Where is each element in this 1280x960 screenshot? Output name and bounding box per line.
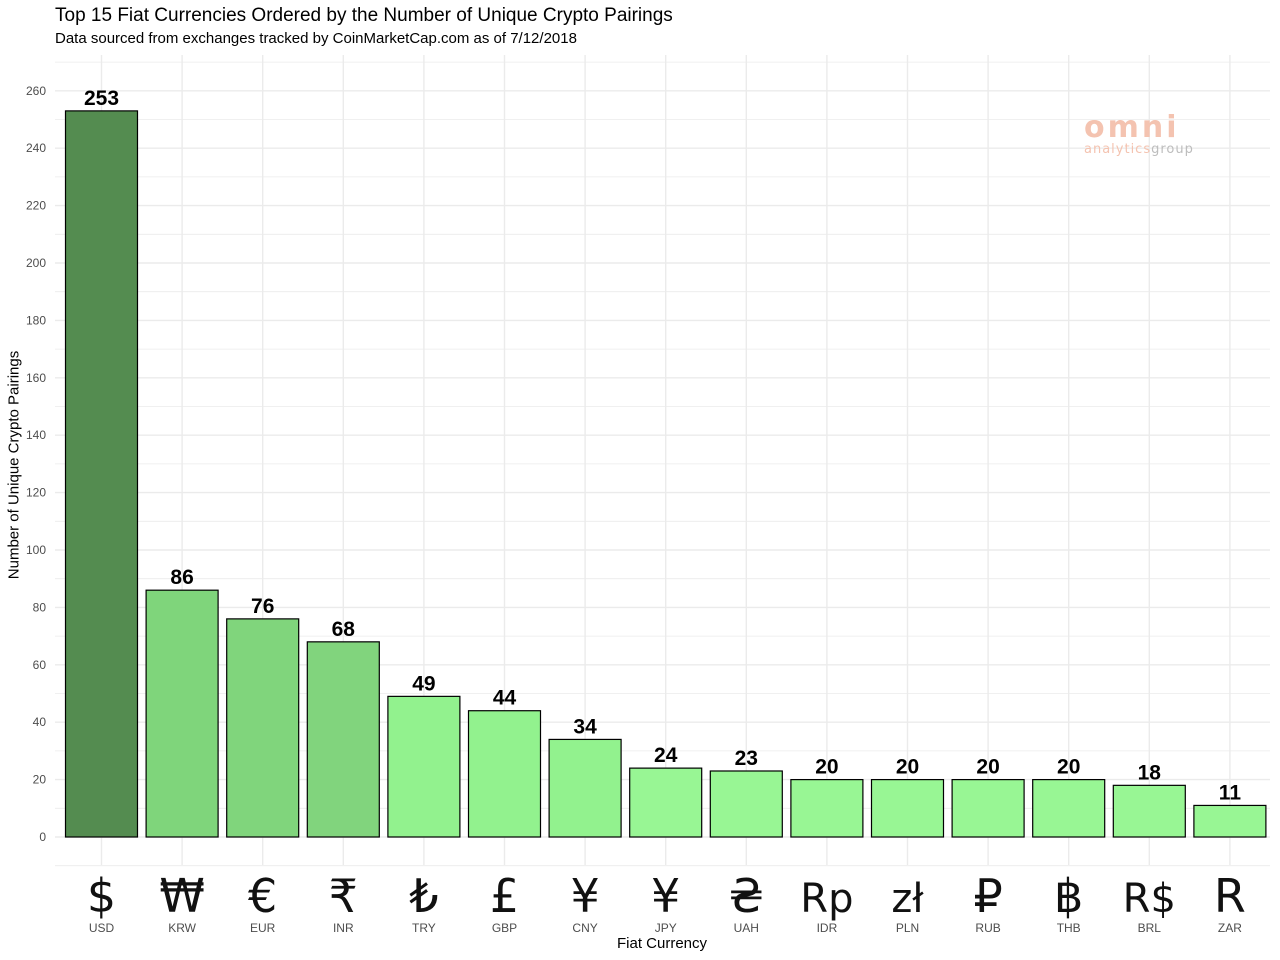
x-tick-label: RUB	[975, 921, 1000, 935]
x-tick-label: CNY	[572, 921, 597, 935]
value-label: 86	[170, 566, 193, 589]
x-axis-ticks: USD KRW EUR INR TRY GBP CNY JPY UAH IDR PLN RUB THB B…	[89, 921, 1242, 935]
x-tick-label: IDR	[817, 921, 838, 935]
currency-symbol-inr: ₹	[329, 869, 358, 923]
x-tick-label: UAH	[734, 921, 759, 935]
x-tick-label: JPY	[655, 921, 677, 935]
value-label: 24	[654, 744, 678, 767]
value-label: 20	[976, 756, 999, 779]
x-tick-label: KRW	[168, 921, 196, 935]
value-label: 76	[251, 595, 274, 618]
y-tick-label: 100	[26, 543, 46, 557]
value-label: 253	[84, 87, 119, 110]
bar-thb	[1032, 778, 1106, 838]
x-tick-label: INR	[333, 921, 354, 935]
currency-symbol-cny: ¥	[570, 869, 599, 923]
bar-uah	[709, 770, 783, 838]
bar-rub	[951, 778, 1025, 838]
bar-krw	[145, 589, 219, 838]
x-axis-label: Fiat Currency	[616, 935, 708, 952]
bars	[64, 110, 1267, 838]
currency-symbol-zar: R	[1214, 869, 1246, 923]
value-label: 11	[1219, 781, 1242, 804]
x-tick-label: USD	[89, 921, 115, 935]
value-label: 34	[573, 715, 597, 738]
currency-symbol-pln: zł	[891, 876, 924, 922]
currency-symbol-brl: R$	[1123, 876, 1176, 922]
value-label: 44	[493, 687, 517, 710]
bar-jpy	[629, 767, 703, 838]
currency-symbols: $ ₩ € ₹ ₺ £ ¥ ¥ ₴ Rp zł ₽ ฿ R$ R	[87, 869, 1246, 923]
bar-idr	[790, 778, 864, 838]
logo-main-text: omni	[1084, 110, 1180, 145]
bar-zar	[1193, 804, 1267, 838]
x-tick-label: TRY	[412, 921, 436, 935]
x-tick-label: PLN	[896, 921, 919, 935]
bar-gbp	[467, 710, 542, 838]
x-tick-label: THB	[1057, 921, 1081, 935]
logo-sub-part1: analytics	[1084, 142, 1152, 157]
currency-symbol-idr: Rp	[800, 876, 853, 922]
x-tick-label: BRL	[1138, 921, 1162, 935]
x-tick-label: ZAR	[1218, 921, 1242, 935]
value-label: 18	[1138, 761, 1162, 784]
value-label: 20	[1057, 756, 1080, 779]
currency-symbol-try: ₺	[409, 869, 438, 923]
y-tick-label: 160	[26, 371, 46, 385]
y-tick-label: 180	[26, 313, 46, 327]
value-label: 68	[332, 618, 356, 641]
bar-cny	[548, 738, 622, 838]
value-label: 23	[735, 747, 758, 770]
bar-try	[387, 695, 461, 838]
y-tick-label: 200	[26, 256, 46, 270]
y-tick-label: 260	[26, 84, 46, 98]
x-tick-label: GBP	[492, 921, 517, 935]
x-tick-label: EUR	[250, 921, 276, 935]
chart-title: Top 15 Fiat Currencies Ordered by the Nu…	[55, 5, 673, 26]
y-tick-label: 0	[39, 830, 46, 844]
y-tick-label: 80	[33, 600, 47, 614]
bar-brl	[1112, 784, 1186, 838]
y-tick-label: 20	[33, 773, 47, 787]
value-label: 20	[815, 756, 838, 779]
bar-usd	[64, 110, 139, 838]
currency-symbol-usd: $	[87, 869, 116, 923]
bar-pln	[870, 778, 945, 838]
y-tick-label: 120	[26, 486, 46, 500]
chart-subtitle: Data sourced from exchanges tracked by C…	[55, 30, 577, 47]
omni-analytics-logo: omni analyticsgroup	[1084, 110, 1218, 158]
currency-symbol-jpy: ¥	[651, 869, 680, 923]
currency-symbol-eur: €	[248, 869, 277, 923]
currency-symbol-krw: ₩	[159, 869, 204, 923]
value-label: 49	[412, 672, 435, 695]
bar-inr	[306, 641, 380, 838]
y-tick-label: 220	[26, 199, 46, 213]
y-tick-label: 240	[26, 141, 46, 155]
currency-symbol-thb: ฿	[1054, 869, 1083, 923]
y-tick-label: 40	[33, 715, 47, 729]
logo-sub-text: analyticsgroup	[1084, 142, 1218, 158]
y-tick-label: 140	[26, 428, 46, 442]
value-labels: 253 86 76 68 49 44 34 24 23 20 20 20 20 18 11	[84, 87, 1241, 805]
currency-symbol-uah: ₴	[728, 869, 764, 923]
bar-eur	[226, 618, 300, 838]
currency-symbol-gbp: £	[490, 869, 519, 923]
y-tick-label: 60	[33, 658, 47, 672]
y-axis-ticks: 0 20 40 60 80 100 120 140 160 180 200 220 240 260	[26, 84, 46, 844]
currency-symbol-rub: ₽	[973, 869, 1002, 923]
logo-sub-part2: group	[1151, 142, 1194, 157]
value-label: 20	[896, 756, 919, 779]
